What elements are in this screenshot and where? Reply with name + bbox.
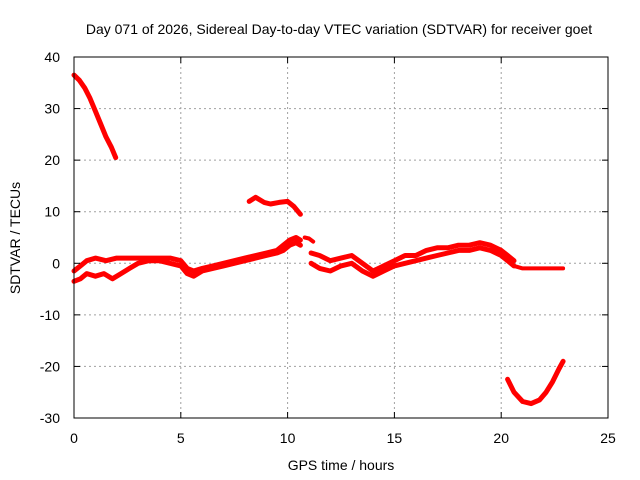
y-tick-label: -10 [40,307,60,323]
x-tick-label: 25 [600,430,616,446]
series-high-arc-start [71,72,119,161]
series-layer [71,72,566,407]
x-tick-label: 20 [493,430,509,446]
y-tick-label: 20 [44,152,60,168]
y-tick-label: 40 [44,49,60,65]
plot-frame [73,56,609,419]
series-main-band-lower [71,240,303,284]
y-tick-label: -20 [40,358,60,374]
series-main-band-upper [71,235,303,274]
series-mid-band-lower [308,245,517,279]
grid-layer [74,57,608,418]
x-axis-label: GPS time / hours [288,457,395,473]
series-bump-segment [246,194,303,217]
tick-layer: 0 5 10 15 20 25 -30 -20 -10 0 10 20 30 40 [40,49,616,446]
y-tick-label: 0 [52,255,60,271]
y-tick-label: 10 [44,204,60,220]
series-low-arc-end [505,358,566,407]
x-tick-label: 5 [177,430,185,446]
y-tick-label: 30 [44,101,60,117]
series-small-fragment [302,235,316,244]
x-tick-label: 15 [387,430,403,446]
x-tick-label: 0 [70,430,78,446]
y-tick-label: -30 [40,410,60,426]
x-tick-label: 10 [280,430,296,446]
series-mid-band-upper [308,240,517,274]
y-axis-label: SDTVAR / TECUs [7,182,23,294]
series-tail-band [512,263,566,271]
chart-title: Day 071 of 2026, Sidereal Day-to-day VTE… [86,21,592,37]
